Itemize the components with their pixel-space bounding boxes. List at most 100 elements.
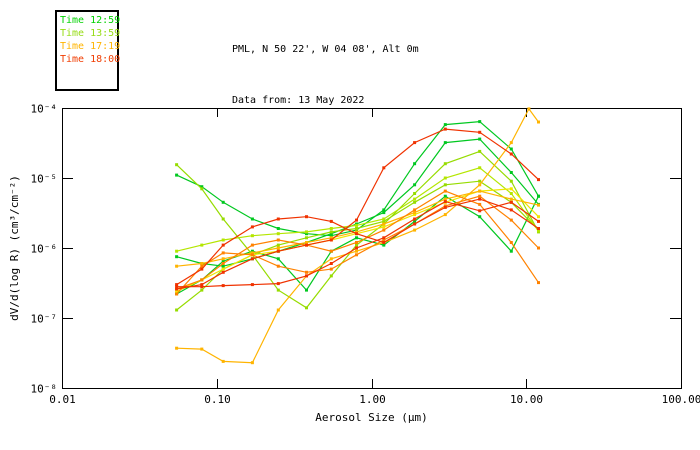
data-point-marker: [478, 215, 482, 219]
data-point-marker: [537, 120, 540, 124]
series-line-9: [176, 190, 539, 290]
data-point-marker: [382, 243, 386, 247]
data-point-marker: [200, 187, 204, 191]
page-subtitle: Data from: 13 May 2022: [232, 95, 365, 106]
data-point-marker: [413, 141, 417, 145]
series-line-12: [176, 198, 539, 286]
data-point-marker: [537, 194, 540, 198]
data-point-marker: [382, 236, 386, 240]
data-point-marker: [413, 217, 417, 221]
series-markers-0: [175, 120, 540, 238]
data-point-marker: [443, 189, 447, 193]
data-point-marker: [382, 228, 386, 232]
series-markers-6: [175, 187, 540, 293]
data-point-marker: [355, 243, 358, 247]
data-point-marker: [276, 249, 280, 253]
data-point-marker: [509, 152, 513, 156]
data-point-marker: [478, 202, 482, 206]
data-point-marker: [329, 227, 333, 230]
data-point-marker: [537, 246, 540, 250]
data-point-marker: [355, 223, 358, 227]
data-point-marker: [537, 281, 540, 285]
data-point-marker: [276, 264, 280, 268]
legend-label: Time 13:59: [60, 28, 121, 39]
data-point-marker: [537, 227, 540, 230]
data-point-marker: [382, 166, 386, 170]
data-point-marker: [329, 274, 333, 278]
data-point-marker: [200, 285, 204, 289]
data-point-marker: [509, 241, 513, 244]
data-point-marker: [509, 208, 513, 212]
data-point-marker: [478, 149, 482, 153]
series-markers-12: [175, 197, 540, 287]
x-tick-label: 0.10: [204, 393, 231, 406]
series-markers-8: [175, 189, 540, 268]
series-markers-7: [175, 107, 540, 365]
series-line-10: [176, 195, 539, 295]
data-point-marker: [413, 208, 417, 212]
data-point-marker: [478, 197, 482, 201]
data-point-marker: [355, 228, 358, 232]
data-point-marker: [413, 192, 417, 195]
data-point-marker: [509, 171, 513, 174]
y-axis-label: dV/d(log R) (cm³/cm⁻²): [8, 175, 21, 321]
data-point-marker: [305, 306, 308, 310]
data-point-marker: [413, 222, 417, 226]
data-point-marker: [413, 228, 417, 232]
data-point-marker: [413, 200, 417, 204]
data-point-marker: [276, 238, 280, 242]
data-point-marker: [355, 227, 358, 230]
data-series: [175, 107, 540, 365]
data-point-marker: [305, 215, 308, 219]
data-point-marker: [355, 253, 358, 257]
data-point-marker: [329, 234, 333, 238]
series-markers-9: [175, 189, 540, 291]
data-point-marker: [250, 225, 254, 229]
data-point-marker: [355, 218, 358, 222]
data-point-marker: [355, 232, 358, 236]
y-tick-label: 10⁻⁵: [31, 173, 58, 186]
series-markers-13: [175, 200, 540, 289]
data-point-marker: [305, 270, 308, 274]
series-line-1: [176, 138, 539, 267]
y-tick-label: 10⁻⁷: [31, 313, 58, 326]
data-point-marker: [413, 219, 417, 223]
legend-item-1359: Time 13:59: [60, 27, 121, 40]
data-point-marker: [305, 274, 308, 278]
data-point-marker: [221, 251, 225, 255]
data-point-marker: [478, 130, 482, 134]
data-point-marker: [221, 200, 225, 204]
data-point-marker: [478, 194, 482, 198]
data-point-marker: [443, 162, 447, 166]
data-point-marker: [509, 218, 513, 222]
data-point-marker: [537, 203, 540, 207]
data-point-marker: [329, 238, 333, 242]
data-point-marker: [250, 234, 254, 238]
data-point-marker: [250, 243, 254, 247]
data-point-marker: [276, 227, 280, 230]
axes: [61, 107, 683, 390]
y-tick-label: 10⁻⁸: [31, 383, 58, 396]
data-point-marker: [478, 137, 482, 141]
data-point-marker: [509, 192, 513, 195]
data-point-marker: [443, 123, 447, 127]
x-tick-label: 1.00: [359, 393, 386, 406]
data-point-marker: [305, 236, 308, 240]
data-point-marker: [221, 262, 225, 265]
data-point-marker: [329, 219, 333, 223]
data-point-marker: [175, 283, 179, 287]
data-point-marker: [200, 267, 204, 271]
data-point-marker: [175, 346, 179, 350]
data-point-marker: [413, 211, 417, 215]
data-point-marker: [305, 232, 308, 236]
data-point-marker: [175, 264, 179, 268]
series-line-3: [176, 150, 540, 309]
data-point-marker: [537, 178, 540, 182]
data-point-marker: [537, 229, 540, 233]
data-point-marker: [175, 289, 179, 293]
data-point-marker: [443, 183, 447, 187]
x-tick-label: 100.00: [662, 393, 700, 406]
data-point-marker: [200, 283, 204, 287]
data-point-marker: [382, 211, 386, 215]
